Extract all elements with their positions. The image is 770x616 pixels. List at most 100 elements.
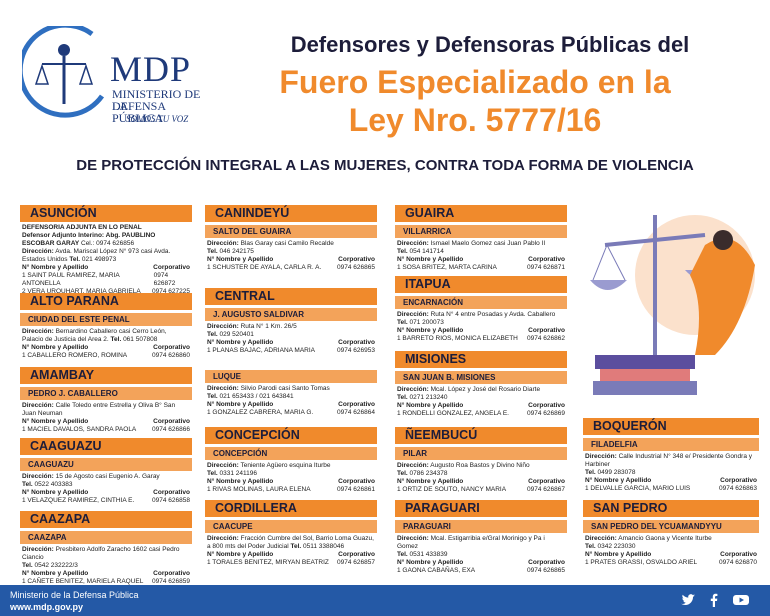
table-row: 1 CAÑETE BENITEZ, MARIELA RAQUEL 0974 626… — [22, 578, 190, 586]
person-phone: 0974 626866 — [152, 426, 190, 433]
nombre-header: N° Nombre y Apellido — [22, 570, 89, 577]
nombre-header: N° Nombre y Apellido — [207, 401, 274, 408]
card-caazapa: CAAZAPA CAAZAPA Dirección: Presbitero Ad… — [20, 511, 192, 586]
tel-label: Tel. — [397, 551, 408, 558]
card-title: ALTO PARANA — [20, 293, 192, 310]
dir-value: Mcal. López y José del Rosario Diarte — [430, 386, 541, 393]
dir-label: Dirección: — [207, 240, 239, 247]
person-phone: 0974 626860 — [152, 352, 190, 359]
facebook-icon[interactable] — [706, 592, 722, 608]
person-phone: 0974 626864 — [337, 409, 375, 416]
table-row: 1 CABALLERO ROMERO, ROMINA 0974 626860 — [22, 352, 190, 360]
dir-value: Augusto Roa Bastos y Divino Niño — [430, 462, 530, 469]
corporativo-header: Corporativo — [528, 402, 565, 409]
corporativo-header: Corporativo — [338, 401, 375, 408]
justice-scale-logo-icon — [22, 26, 105, 118]
card-subtitle: CAAZAPA — [20, 531, 192, 544]
twitter-icon[interactable] — [680, 592, 696, 608]
dir-label: Dirección: — [22, 248, 54, 255]
card-san-pedro: SAN PEDRO SAN PEDRO DEL YCUAMANDYYU Dire… — [583, 500, 759, 567]
card-subtitle: CAACUPE — [205, 520, 377, 533]
card-subtitle: ENCARNACIÓN — [395, 296, 567, 309]
title-line2: Fuero Especializado en la — [279, 64, 671, 100]
dir-value: Mcal. Estigarribia e/Gral Morinigo y Pa … — [397, 535, 545, 550]
nombre-header: N° Nombre y Apellido — [585, 551, 652, 558]
dir-label: Dirección: — [207, 462, 239, 469]
youtube-icon[interactable] — [732, 592, 749, 608]
tel-label: Tel. — [290, 543, 302, 550]
person-name: 1 MACIEL DAVALOS, SANDRA PAOLA — [22, 426, 137, 433]
corporativo-header: Corporativo — [338, 256, 375, 263]
card-title: CANINDEYÚ — [205, 205, 377, 222]
dir-value: Presbitero Adolfo Zaracho 1602 casi Pedr… — [55, 546, 180, 553]
logo-line2: DEFENSA PÚBLICA — [112, 99, 166, 125]
title-line1: Defensores y Defensoras Públicas del — [290, 32, 690, 57]
tel-label: Tel. — [397, 248, 408, 255]
card-boqueron: BOQUERÓN FILADELFIA Dirección: Calle Ind… — [583, 418, 759, 493]
dir-label: Dirección: — [207, 323, 239, 330]
card-subtitle: PARAGUARI — [395, 520, 567, 533]
person-phone: 0974 626872 — [153, 272, 176, 287]
card-title: MISIONES — [395, 351, 567, 368]
person-name: 1 GONZALEZ CABRERA, MARIA G. — [207, 409, 314, 416]
social-links — [680, 592, 749, 608]
corporativo-header: Corporativo — [528, 327, 565, 334]
nombre-header: N° Nombre y Apellido — [207, 551, 274, 558]
corporativo-header: Corporativo — [153, 418, 190, 425]
person-name: 1 VELAZQUEZ RAMIREZ, CINTHIA E. — [22, 497, 135, 504]
card-concepcion: CONCEPCIÓN CONCEPCIÓN Dirección: Tenient… — [205, 427, 377, 494]
table-row: 1 BARRETO RIOS, MONICA ELIZABETH 0974 626… — [397, 335, 565, 343]
person-name: 1 TORALES BENITEZ, MIRYAN BEATRIZ — [207, 559, 329, 566]
person-name: 1 BARRETO RIOS, MONICA ELIZABETH — [397, 335, 518, 342]
corporativo-header: Corporativo — [153, 570, 190, 577]
table-row: 1 PRATES GRASSI, OSVALDO ARIEL 0974 62687… — [585, 559, 757, 567]
table-row: 1 RONDELLI GONZALEZ, ANGELA E. 0974 62686… — [397, 410, 565, 418]
card-guaira: GUAIRA VILLARRICA Dirección: Ismael Mael… — [395, 205, 567, 272]
table-row: 1 RIVAS MOLINAS, LAURA ELENA 0974 626861 — [207, 486, 375, 494]
tel-value: 0531 433839 — [409, 551, 448, 558]
dir-value: Teniente Agüero esquina Iturbe — [240, 462, 331, 469]
tel-value: 054 141714 — [409, 248, 444, 255]
nombre-header: N° Nombre y Apellido — [397, 478, 464, 485]
card-title: CAAGUAZU — [20, 438, 192, 455]
tel-value: 0499 283078 — [597, 469, 636, 476]
corporativo-header: Corporativo — [338, 339, 375, 346]
adjunta-label: DEFENSORIA ADJUNTA EN LO PENAL — [22, 224, 142, 231]
corporativo-header: Corporativo — [528, 559, 565, 566]
card-title: SAN PEDRO — [583, 500, 759, 517]
card-subtitle: VILLARRICA — [395, 225, 567, 238]
person-phone: 0974 626867 — [527, 486, 565, 493]
tel-value: 0522 403383 — [34, 481, 73, 488]
card-asuncion: ASUNCIÓN DEFENSORIA ADJUNTA EN LO PENAL … — [20, 205, 192, 296]
tel-value: 0511 3388046 — [303, 543, 345, 550]
person-name: 2 VERA URQUHART, MARIA GABRIELA — [22, 288, 141, 295]
corporativo-header: Corporativo — [338, 551, 375, 558]
tel-label: Tel. — [22, 481, 33, 488]
nombre-header: N° Nombre y Apellido — [585, 477, 652, 484]
card-title: ASUNCIÓN — [20, 205, 192, 222]
card-neembucu: ÑEEMBUCÚ PILAR Dirección: Augusto Roa Ba… — [395, 427, 567, 494]
card-title: CORDILLERA — [205, 500, 377, 517]
tel-label: Tel. — [22, 562, 33, 569]
subtitle: DE PROTECCIÓN INTEGRAL A LAS MUJERES, CO… — [76, 157, 694, 174]
footer-website-link[interactable]: www.mdp.gov.py — [10, 602, 84, 612]
nombre-header: N° Nombre y Apellido — [397, 402, 464, 409]
person-phone: 0974 626859 — [152, 578, 190, 585]
woman-scale-books-icon — [590, 215, 755, 395]
tel-value: 0271 213240 — [409, 394, 448, 401]
corporativo-header: Corporativo — [338, 478, 375, 485]
card-luque: LUQUE Dirección: Silvio Parodi casi Sant… — [205, 367, 377, 417]
card-central: CENTRAL J. AUGUSTO SALDIVAR Dirección: R… — [205, 288, 377, 355]
logo-abbr: MDP — [110, 49, 192, 89]
justice-illustration — [585, 205, 765, 405]
person-name: 1 PRATES GRASSI, OSVALDO ARIEL — [585, 559, 698, 566]
dir-value: Avda. Mariscal López N° 973 casi Avda. — [55, 248, 171, 255]
person-name: 1 CAÑETE BENITEZ, MARIELA RAQUEL — [22, 578, 144, 585]
person-phone: 0974 626862 — [527, 335, 565, 342]
tel-value: 0786 234378 — [409, 470, 448, 477]
person-phone: 0974 626953 — [337, 347, 375, 354]
dir-label: Dirección: — [585, 453, 617, 460]
card-subtitle: FILADELFIA — [583, 438, 759, 451]
tel-value: 0542 232222/3 — [34, 562, 78, 569]
person-phone: 0974 626865 — [527, 567, 565, 574]
